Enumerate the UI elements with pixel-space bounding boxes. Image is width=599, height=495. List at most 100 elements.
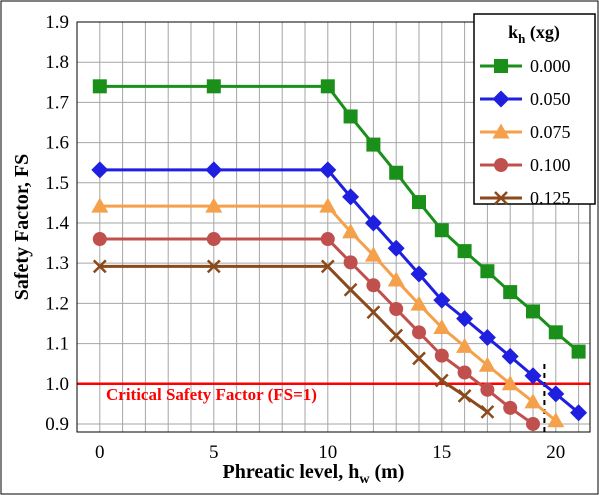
- x-axis-label-tail: (m): [369, 461, 404, 483]
- series-4-point-9-stroke-b: [480, 405, 495, 419]
- series-4-point-2: [320, 259, 335, 274]
- series-0-point-10: [503, 285, 518, 300]
- series-group: [91, 79, 588, 431]
- series-4-point-6-stroke-b: [412, 351, 426, 366]
- series-4-point-3-stroke-b: [343, 282, 358, 297]
- series-4-point-3: [343, 282, 358, 297]
- series-3-point-4: [366, 278, 381, 293]
- y-tick-label: 1.9: [45, 12, 69, 33]
- series-3-point-11: [526, 416, 540, 431]
- series-2-point-1: [205, 197, 223, 213]
- y-tick-label: 1.1: [45, 334, 69, 355]
- series-3-point-3: [343, 255, 358, 270]
- series-1-point-11: [524, 367, 542, 385]
- y-tick-label: 1.4: [45, 213, 69, 234]
- y-tick-label: 1.7: [45, 92, 69, 113]
- x-tick-label: 0: [95, 442, 105, 463]
- series-1-point-3: [342, 188, 360, 206]
- series-0-point-4: [366, 137, 381, 152]
- tick-labels: 0.9 1.0 1.1 1.2 1.3 1.4 1.5 1.6 1.7 1.8 1.9 0 5 10 15 2…: [45, 12, 565, 463]
- series-4-point-4-stroke-b: [366, 305, 381, 320]
- legend-box: [473, 13, 596, 205]
- series-4-point-8: [457, 388, 472, 403]
- series-1-point-10: [501, 347, 519, 365]
- legend-label-3: 0.100: [530, 155, 571, 175]
- series-1-point-8: [456, 310, 474, 328]
- series-0-point-13: [571, 344, 586, 359]
- legend-title: kh (xg): [508, 22, 560, 46]
- series-4-point-0-stroke-b: [92, 259, 107, 274]
- y-axis-label: Safety Factor, FS: [11, 154, 33, 300]
- legend-marker-4-stroke-b: [494, 191, 508, 205]
- legend-title-sub: h: [518, 31, 526, 46]
- x-tick-label: 5: [209, 442, 219, 463]
- series-4-point-5-stroke-b: [389, 328, 404, 343]
- series-0: [92, 79, 586, 359]
- series-3-point-9: [480, 382, 495, 397]
- series-1-point-1: [205, 161, 223, 179]
- series-2-point-6: [410, 295, 428, 311]
- legend-marker-2: [492, 123, 510, 139]
- series-0-point-3: [343, 109, 358, 124]
- series-0-point-8: [457, 244, 472, 259]
- series-0-point-9: [480, 264, 495, 279]
- series-0-point-1: [206, 79, 221, 94]
- series-2-point-4: [364, 246, 382, 262]
- plot-area: [76, 21, 591, 433]
- series-4-point-7: [434, 373, 449, 388]
- legend-label-4: 0.125: [530, 188, 571, 208]
- series-0-point-5: [389, 165, 404, 180]
- series-3-point-5: [389, 302, 404, 316]
- legend-label-0: 0.000: [530, 56, 571, 76]
- y-tick-label: 1.2: [45, 293, 69, 314]
- series-2-point-9: [478, 356, 496, 372]
- series-2-point-5: [387, 271, 405, 287]
- series-4-point-0: [92, 259, 107, 274]
- x-tick-label: 15: [432, 442, 451, 463]
- series-1-point-5: [387, 239, 405, 257]
- series-0-point-12: [548, 325, 563, 340]
- x-tick-label: 10: [318, 442, 337, 463]
- series-3-point-0: [92, 232, 107, 247]
- series-2-point-0: [91, 197, 109, 213]
- series-1-point-4: [364, 214, 382, 232]
- series-0-point-0: [92, 79, 107, 94]
- series-4-point-1: [206, 259, 221, 274]
- series-2-point-7: [433, 318, 451, 334]
- series-1: [91, 161, 588, 422]
- series-1-point-12: [547, 385, 565, 403]
- legend-marker-3: [494, 158, 508, 172]
- y-tick-label: 1.0: [45, 374, 69, 395]
- series-4-point-4: [366, 305, 381, 320]
- critical-line-label: Critical Safety Factor (FS=1): [106, 385, 317, 404]
- series-4: [92, 259, 495, 419]
- series-3: [92, 232, 540, 431]
- series-2-point-2: [319, 197, 337, 213]
- y-tick-label: 0.9: [45, 414, 69, 435]
- series-4-point-6: [412, 351, 426, 366]
- series-line-4: [99, 264, 489, 414]
- series-1-point-0: [91, 161, 109, 179]
- series-4-point-7-stroke-b: [434, 373, 449, 388]
- legend-items: 0.000 0.050 0.075 0.100 0.125: [480, 56, 571, 208]
- series-2-point-11: [524, 393, 542, 409]
- series-1-point-2: [319, 161, 337, 179]
- y-tick-label: 1.8: [45, 52, 69, 73]
- series-1-point-6: [410, 265, 428, 283]
- series-2-point-3: [342, 223, 360, 239]
- legend-marker-1: [492, 90, 510, 108]
- series-2-point-8: [456, 337, 474, 353]
- legend-label-1: 0.050: [530, 89, 571, 109]
- series-4-point-8-stroke-b: [457, 388, 472, 403]
- legend-marker-4: [494, 191, 508, 205]
- legend-marker-0: [494, 59, 508, 73]
- critical-line-group: Critical Safety Factor (FS=1): [77, 382, 590, 404]
- series-2-point-10: [501, 375, 519, 391]
- x-tick-label: 20: [546, 442, 565, 463]
- series-0-point-2: [320, 79, 335, 94]
- series-2-point-12: [547, 412, 565, 428]
- series-0-point-7: [434, 223, 449, 238]
- series-3-point-2: [320, 232, 335, 247]
- series-2: [91, 197, 565, 428]
